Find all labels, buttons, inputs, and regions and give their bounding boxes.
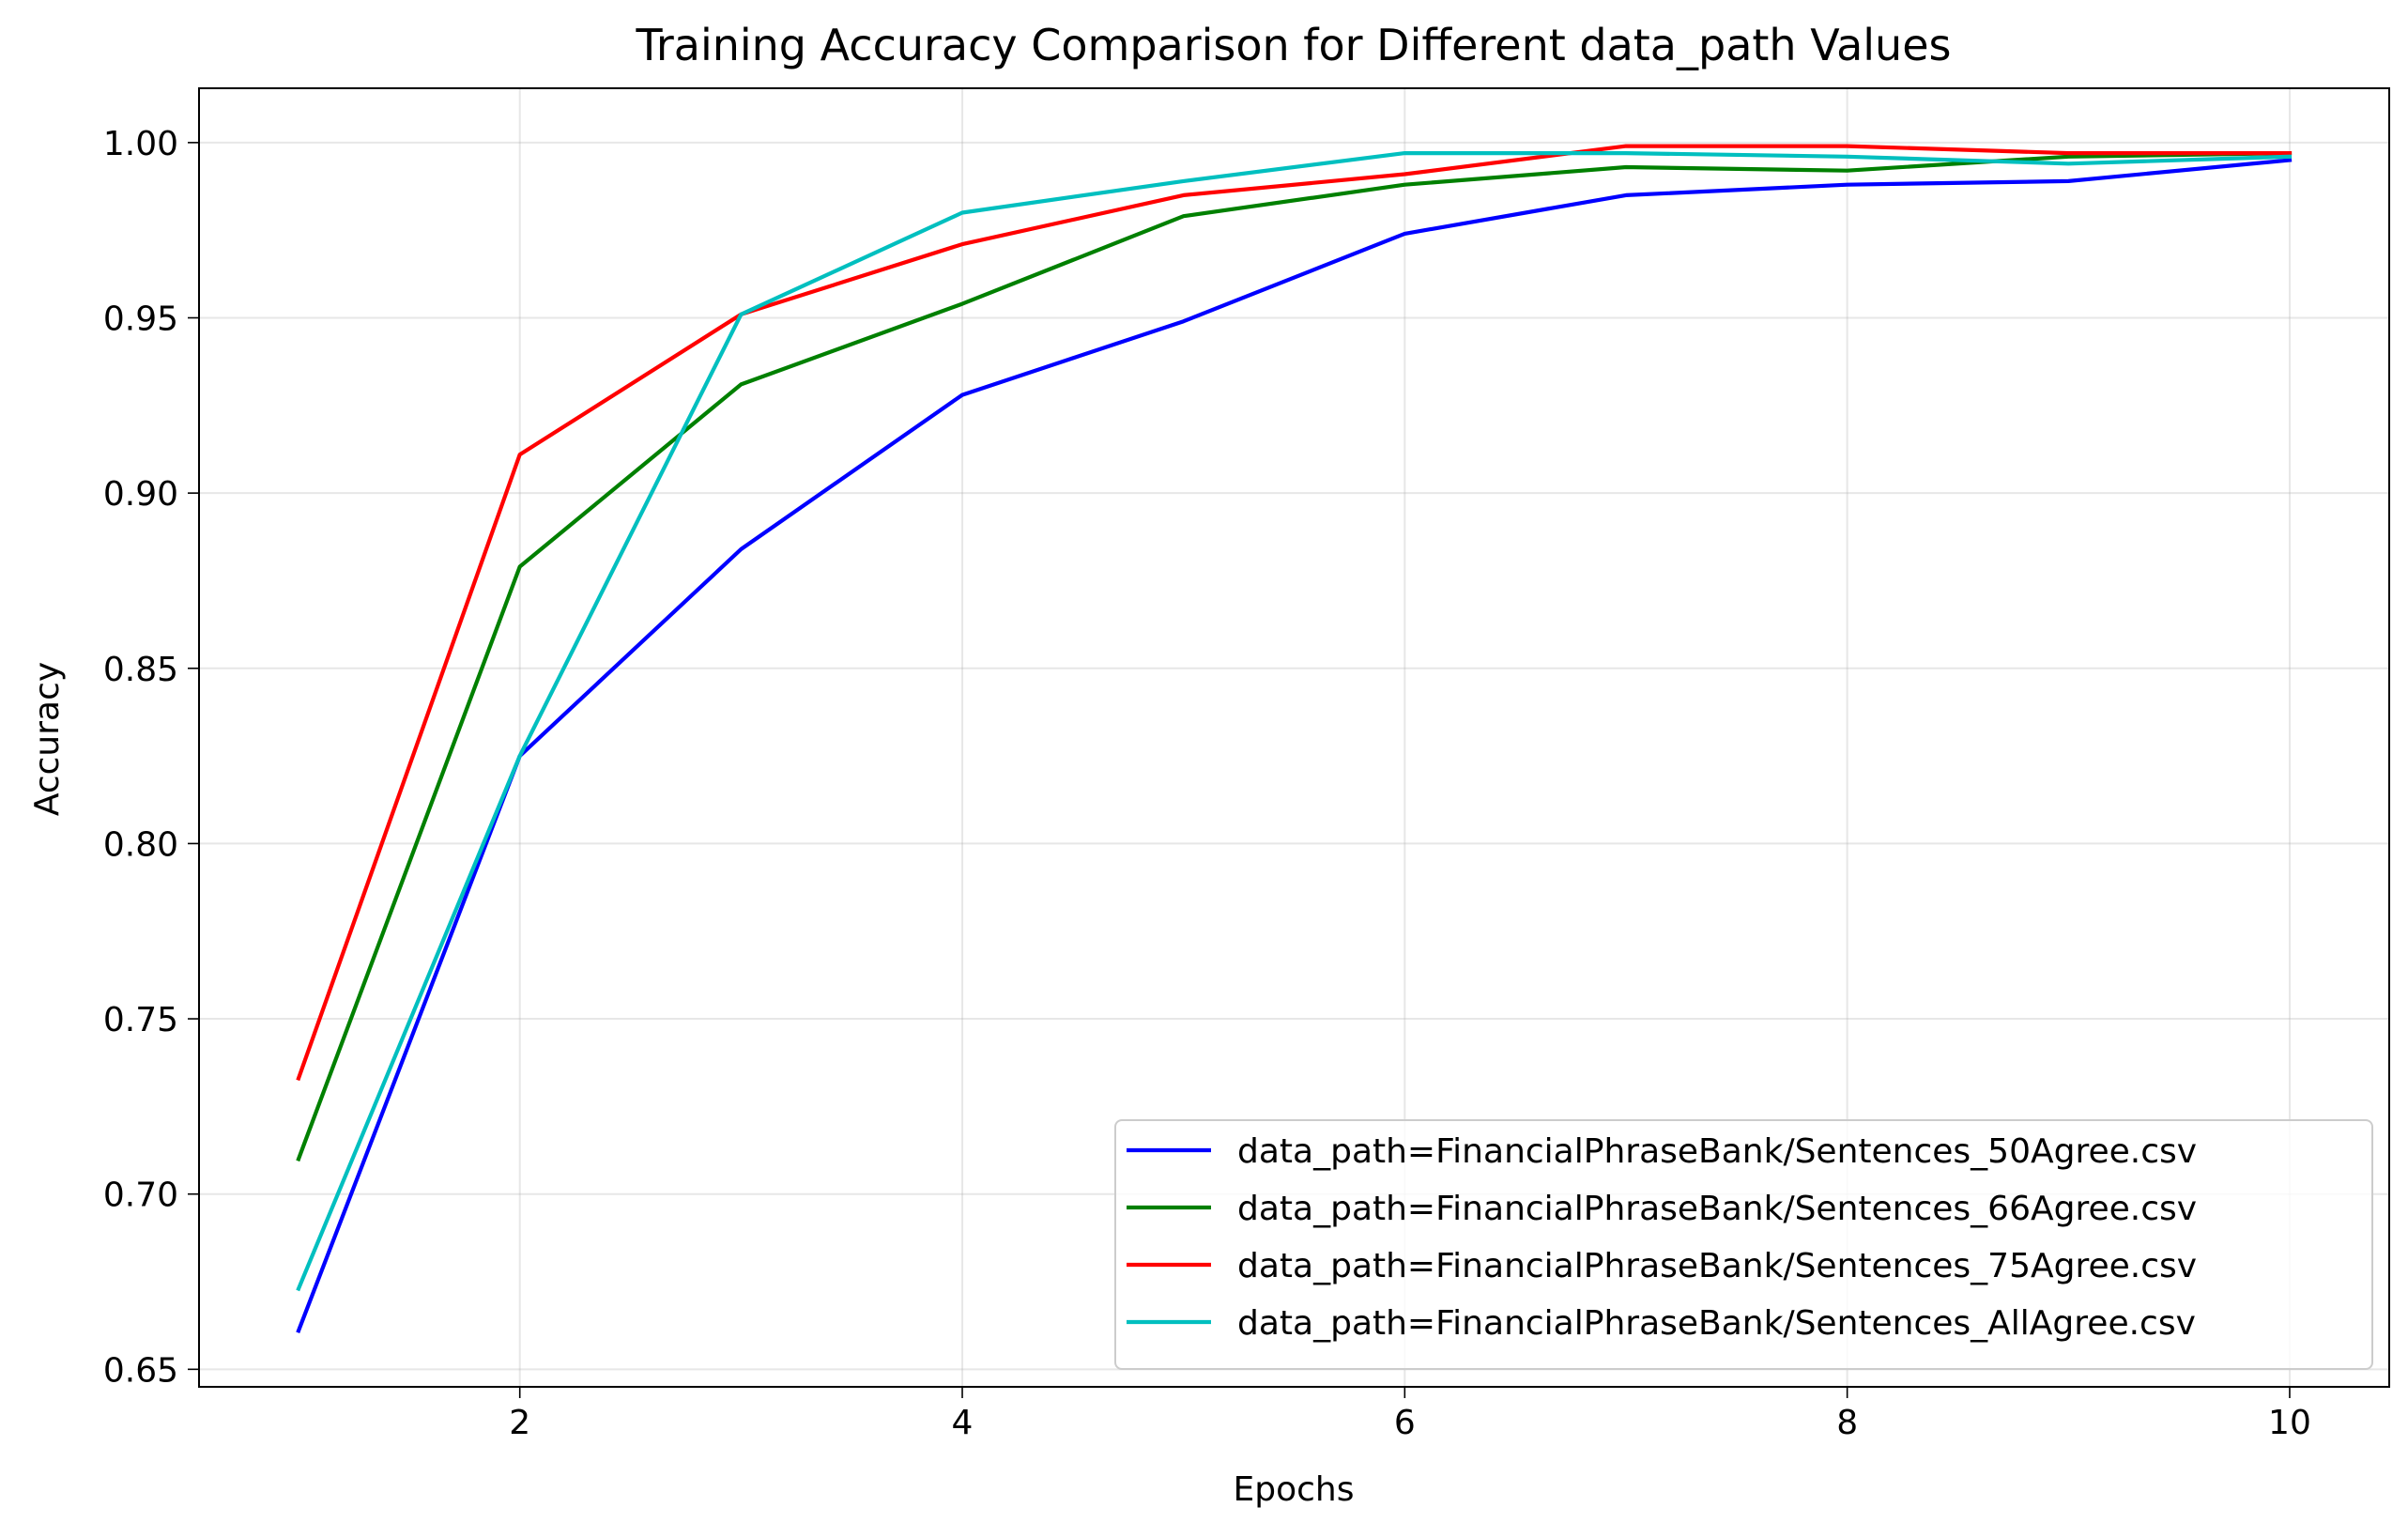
y-tick-label: 0.80 [103,825,178,864]
x-tick-label: 6 [1394,1404,1416,1442]
series-line-4 [296,151,2293,1292]
x-tick-label: 2 [509,1404,530,1442]
y-tick-label: 1.00 [103,125,178,163]
legend-label: data_path=FinancialPhraseBank/Sentences_… [1237,1132,2197,1171]
y-axis-ticks: 0.65 0.70 0.75 0.80 0.85 0.90 0.95 1.00 [103,125,199,1390]
y-tick-label: 0.95 [103,300,178,338]
y-tick-label: 0.90 [103,475,178,514]
series-lines [296,144,2293,1334]
y-tick-label: 0.75 [103,1001,178,1039]
legend-label: data_path=FinancialPhraseBank/Sentences_… [1237,1304,2196,1343]
legend-box [1114,1119,2373,1370]
x-axis-ticks: 2 4 6 8 10 [509,1387,2311,1442]
y-tick-label: 0.85 [103,651,178,689]
y-tick-label: 0.65 [103,1351,178,1390]
x-axis-label: Epochs [1234,1470,1355,1509]
legend-label: data_path=FinancialPhraseBank/Sentences_… [1237,1247,2197,1285]
series-line-2 [296,150,2293,1162]
legend-entries: data_path=FinancialPhraseBank/Sentences_… [1127,1132,2197,1343]
x-tick-label: 10 [2268,1404,2311,1442]
legend-label: data_path=FinancialPhraseBank/Sentences_… [1237,1190,2197,1228]
series-line-1 [296,158,2293,1334]
plot-area-frame [198,87,2390,1388]
y-axis-label: Accuracy [28,662,67,816]
series-line-3 [296,144,2293,1082]
legend: data_path=FinancialPhraseBank/Sentences_… [1114,1119,2373,1370]
x-tick-label: 4 [952,1404,974,1442]
y-tick-label: 0.70 [103,1177,178,1215]
x-tick-label: 8 [1836,1404,1858,1442]
chart-title: Training Accuracy Comparison for Differe… [636,20,1952,70]
